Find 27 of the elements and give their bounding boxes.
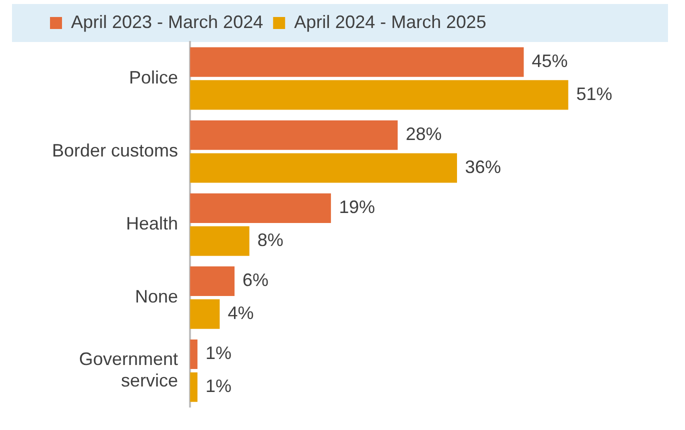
data-label: 45% <box>532 51 568 72</box>
bar <box>190 372 198 402</box>
data-label: 8% <box>257 230 284 250</box>
y-tick-label: Border customs <box>52 140 178 161</box>
y-tick-label: Police <box>129 67 178 88</box>
bar <box>190 80 568 110</box>
legend-label: April 2024 - March 2025 <box>294 12 486 32</box>
bar <box>190 47 524 77</box>
bar <box>190 193 331 223</box>
legend-label: April 2023 - March 2024 <box>71 12 264 32</box>
data-label: 36% <box>465 156 502 177</box>
data-label: 19% <box>338 197 375 218</box>
y-tick-label: Government service <box>78 348 178 390</box>
y-tick-label: None <box>135 286 178 307</box>
bar <box>190 226 250 256</box>
bar <box>190 153 458 183</box>
data-label: 1% <box>205 343 232 364</box>
bar <box>190 299 220 329</box>
data-label: 28% <box>406 124 442 144</box>
data-label: 1% <box>205 376 232 396</box>
bar <box>190 266 235 296</box>
y-tick-label: Health <box>126 214 178 234</box>
bar <box>190 120 398 150</box>
data-label: 51% <box>576 84 612 104</box>
data-label: 4% <box>228 303 254 324</box>
data-label: 6% <box>242 270 269 290</box>
bar <box>190 339 198 370</box>
